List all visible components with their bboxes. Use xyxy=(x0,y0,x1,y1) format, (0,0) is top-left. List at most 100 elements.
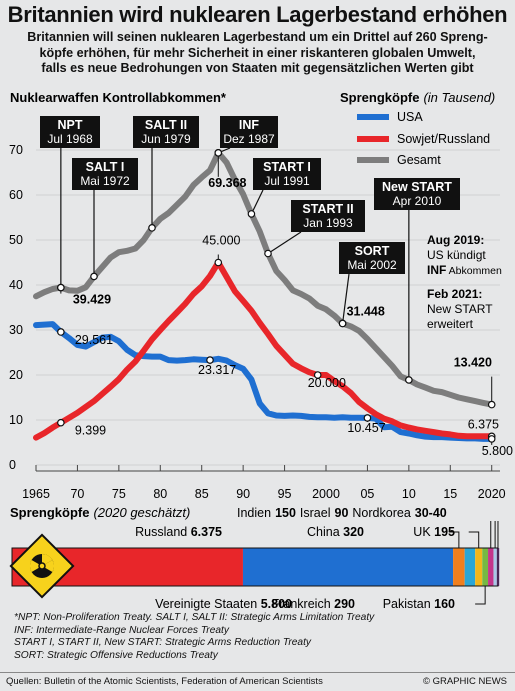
x-tick-label-2020: 2020 xyxy=(478,487,506,501)
chart-canvas: 0 10 20 30 40 50 60 70 1965 70 75 80 85 90 95 2000 05 10 1… xyxy=(9,90,513,611)
stockpile-section: Sprengköpfe (2020 geschätzt) Indien 150 Isr… xyxy=(9,505,500,611)
page-title: Britannien wird nuklearen Lagerbestand e… xyxy=(7,2,508,27)
stockpile-value-vereinigte-staaten: 5.800 xyxy=(261,597,292,611)
callout-leader-sort xyxy=(341,273,350,324)
callout-box-start-ii xyxy=(291,200,365,232)
subtitle-line-1: Britannien will seinen nuklearen Lagerbe… xyxy=(27,30,488,44)
subtitle-line-2: köpfe erhöhen, für mehr Sicherheit in ei… xyxy=(39,45,476,60)
value-label-5.800: 5.800 xyxy=(482,444,513,458)
legend-label-total: Gesamt xyxy=(397,153,441,167)
x-tick-label-1975: 75 xyxy=(112,487,126,501)
stockpile-name-vereinigte-staaten: Vereinigte Staaten xyxy=(155,597,261,611)
callout-date-inf: Dez 1987 xyxy=(223,132,275,146)
x-tick-label-2015: 15 xyxy=(443,487,457,501)
stockpile-value-russland: 6.375 xyxy=(191,525,222,539)
stockpile-value-china: 320 xyxy=(343,525,364,539)
footnotes: *NPT: Non-Proliferation Treaty. SALT I, … xyxy=(14,612,374,662)
stockpile-value-frankreich: 290 xyxy=(334,597,355,611)
footnote-4: SORT: Strategic Offensive Reductions Tre… xyxy=(14,649,218,661)
page-subtitle: Britannien will seinen nuklearen Lagerbe… xyxy=(0,30,515,77)
legend-title: Sprengköpfe (in Tausend) xyxy=(340,90,495,105)
x-tick-label-1990: 90 xyxy=(236,487,250,501)
callout-box-salt-ii xyxy=(133,116,199,148)
label-india-israel-nk: Indien 150 Israel 90 Nordkorea 30-40 xyxy=(237,506,447,520)
value-label-9.399: 9.399 xyxy=(75,424,106,438)
value-label-13.420: 13.420 xyxy=(454,356,492,370)
label-india: Indien xyxy=(237,506,271,520)
callout-marker-new-start xyxy=(405,376,413,384)
value-label-23.317: 23.317 xyxy=(198,363,236,377)
callout-box-start-i xyxy=(253,158,321,190)
value-label-69.368: 69.368 xyxy=(208,176,246,190)
series-line-usa xyxy=(33,321,495,442)
value-marker-29.561 xyxy=(57,328,65,336)
callout-box-salt-i xyxy=(72,158,138,190)
callout-date-sort: Mai 2002 xyxy=(347,258,397,272)
y-tick-label-0: 0 xyxy=(9,458,16,472)
side-notes: Aug 2019: US kündigt INF Abkommen Feb 20… xyxy=(427,233,502,331)
value-marker-69.368 xyxy=(214,149,223,157)
value-marker-13.420 xyxy=(487,400,496,409)
chart-series xyxy=(33,149,495,442)
stockpile-title-text: Sprengköpfe xyxy=(10,505,89,520)
stockpile-leader-uk xyxy=(468,531,480,548)
callout-date-start-i: Jul 1991 xyxy=(264,174,310,188)
stockpile-name-russland: Russland xyxy=(135,525,191,539)
value-marker-45.000 xyxy=(214,258,223,267)
y-tick-label-40: 40 xyxy=(9,278,23,292)
stockpile-label-china: China 320 xyxy=(307,525,364,539)
footnote-2: INF: Intermediate-Range Nuclear Forces T… xyxy=(14,624,229,636)
stockpile-subtitle: (2020 geschätzt) xyxy=(93,505,190,520)
label-israel: Israel xyxy=(300,506,331,520)
x-tick-label-1980: 80 xyxy=(153,487,167,501)
legend-title-text: Sprengköpfe xyxy=(340,90,419,105)
callout-name-sort: SORT xyxy=(355,244,390,258)
callout-name-salt-i: SALT I xyxy=(86,160,125,174)
callout-leader-start-i xyxy=(250,189,264,215)
value-nk: 30-40 xyxy=(415,506,447,520)
stockpile-label-russland: Russland 6.375 xyxy=(135,525,222,539)
y-tick-label-60: 60 xyxy=(9,188,23,202)
stockpile-labels: Russland 6.375 Vereinigte Staaten 5.800 Ch… xyxy=(135,521,499,611)
callout-name-new-start: New START xyxy=(382,180,452,194)
side-note-text-2: New START xyxy=(427,302,493,316)
value-marker-31.448 xyxy=(338,319,347,328)
value-label-31.448: 31.448 xyxy=(347,304,385,318)
stockpile-name-china: China xyxy=(307,525,343,539)
x-tick-label-2005: 05 xyxy=(360,487,374,501)
stockpile-label-frankreich: Frankreich 290 xyxy=(272,597,355,611)
chart-title: Nuklearwaffen Kontrollabkommen* xyxy=(10,90,227,105)
value-india: 150 xyxy=(275,506,296,520)
callout-box-npt xyxy=(40,116,100,148)
x-tick-label-1995: 95 xyxy=(278,487,292,501)
value-labels: 39.429 69.368 31.448 13.420 45.000 9.399 20.00… xyxy=(57,149,513,458)
callout-name-start-ii: START II xyxy=(302,202,353,216)
side-note-date-1: Aug 2019: xyxy=(427,233,484,247)
value-marker-5.800 xyxy=(487,435,496,443)
callout-date-salt-ii: Jun 1979 xyxy=(141,132,191,146)
callout-date-new-start: Apr 2010 xyxy=(393,194,442,208)
value-label-6.375: 6.375 xyxy=(468,417,499,431)
series-line-russia xyxy=(33,259,495,441)
value-marker-10.457 xyxy=(363,414,372,422)
callout-name-npt: NPT xyxy=(58,118,83,132)
stockpile-leader-pakistan xyxy=(475,586,486,605)
stockpile-label-vereinigte-staaten: Vereinigte Staaten 5.800 xyxy=(155,597,292,611)
stockpile-value-pakistan: 160 xyxy=(434,597,455,611)
callout-marker-salt-ii xyxy=(148,224,156,232)
stockpile-name-frankreich: Frankreich xyxy=(272,597,335,611)
radiation-icon xyxy=(9,533,75,599)
x-tick-label-1965: 1965 xyxy=(22,487,50,501)
stockpile-segment-indien xyxy=(488,548,494,586)
y-tick-label-30: 30 xyxy=(9,323,23,337)
stockpile-title: Sprengköpfe (2020 geschätzt) xyxy=(10,505,190,520)
stockpile-segment-vereinigte-staaten xyxy=(242,548,454,586)
side-note-rest-1: Abkommen xyxy=(446,265,502,277)
footnote-1: *NPT: Non-Proliferation Treaty. SALT I, … xyxy=(14,612,375,623)
value-label-45.000: 45.000 xyxy=(202,234,240,248)
value-label-29.561: 29.561 xyxy=(75,333,113,347)
value-marker-23.317 xyxy=(206,356,214,364)
value-israel: 90 xyxy=(335,506,349,520)
